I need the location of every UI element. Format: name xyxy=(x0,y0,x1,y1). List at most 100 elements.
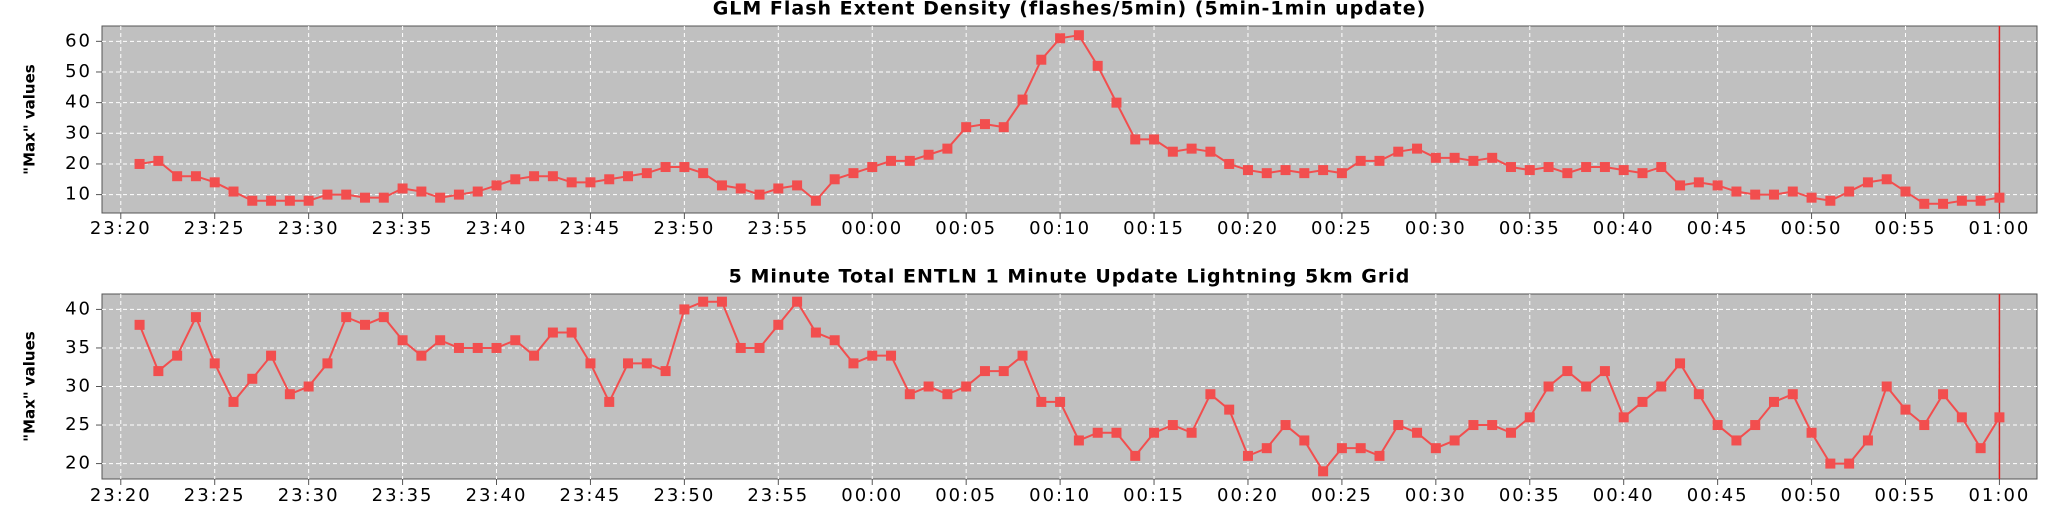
data-point xyxy=(1017,350,1028,361)
data-point xyxy=(1693,389,1704,400)
data-point xyxy=(416,350,427,361)
data-point xyxy=(716,296,727,307)
data-point xyxy=(810,327,821,338)
data-point xyxy=(1562,366,1573,377)
data-point xyxy=(247,373,258,384)
y-tick-label: 35 xyxy=(65,337,92,358)
x-tick-label: 00:05 xyxy=(935,218,997,239)
data-point xyxy=(1675,180,1686,191)
data-point xyxy=(322,358,333,369)
y-tick-label: 10 xyxy=(65,184,92,205)
data-point xyxy=(1712,180,1723,191)
data-point xyxy=(735,183,746,194)
data-point xyxy=(1261,168,1272,179)
data-point xyxy=(1750,420,1761,431)
data-point xyxy=(867,162,878,173)
data-point xyxy=(472,342,483,353)
x-tick-label: 00:20 xyxy=(1217,218,1279,239)
data-point xyxy=(1430,443,1441,454)
data-point xyxy=(1355,155,1366,166)
x-tick-label: 00:40 xyxy=(1593,485,1655,506)
data-point xyxy=(1430,152,1441,163)
data-point xyxy=(1318,165,1329,176)
data-point xyxy=(886,155,897,166)
data-point xyxy=(1073,30,1084,41)
data-point xyxy=(1505,427,1516,438)
data-point xyxy=(1618,165,1629,176)
data-point xyxy=(1750,189,1761,200)
data-point xyxy=(829,174,840,185)
y-tick-label: 20 xyxy=(65,453,92,474)
data-point xyxy=(773,319,784,330)
data-point xyxy=(1938,389,1949,400)
data-point xyxy=(529,171,540,182)
data-point xyxy=(1637,168,1648,179)
data-point xyxy=(1825,195,1836,206)
data-point xyxy=(1149,427,1160,438)
chart-title: 5 Minute Total ENTLN 1 Minute Update Lig… xyxy=(729,266,1411,288)
data-point xyxy=(134,158,145,169)
data-line xyxy=(138,299,2001,474)
data-point xyxy=(1449,435,1460,446)
data-point xyxy=(641,358,652,369)
data-point xyxy=(1242,165,1253,176)
data-point xyxy=(1468,420,1479,431)
data-point xyxy=(566,327,577,338)
y-tick-label: 30 xyxy=(65,376,92,397)
data-point xyxy=(1787,389,1798,400)
chart-title: GLM Flash Extent Density (flashes/5min) … xyxy=(713,0,1427,20)
data-point xyxy=(341,312,352,323)
data-point xyxy=(284,195,295,206)
data-point xyxy=(1693,177,1704,188)
data-point xyxy=(585,358,596,369)
data-point xyxy=(1393,146,1404,157)
x-tick-label: 00:20 xyxy=(1217,485,1279,506)
data-point xyxy=(641,168,652,179)
data-point xyxy=(1806,192,1817,203)
data-point xyxy=(735,342,746,353)
data-point xyxy=(1224,158,1235,169)
data-point xyxy=(510,335,521,346)
y-tick-label: 25 xyxy=(65,414,92,435)
data-point xyxy=(1186,427,1197,438)
data-point xyxy=(228,186,239,197)
data-point xyxy=(1205,146,1216,157)
data-point xyxy=(773,183,784,194)
data-point xyxy=(1919,420,1930,431)
data-point xyxy=(435,335,446,346)
data-point xyxy=(1374,450,1385,461)
data-point xyxy=(904,389,915,400)
x-tick-label: 00:55 xyxy=(1875,218,1937,239)
data-point xyxy=(961,122,972,133)
data-point xyxy=(660,162,671,173)
data-point xyxy=(810,195,821,206)
y-tick-label: 40 xyxy=(65,92,92,113)
data-point xyxy=(942,389,953,400)
data-point xyxy=(1149,134,1160,145)
data-point xyxy=(1731,435,1742,446)
x-tick-label: 23:35 xyxy=(372,218,434,239)
data-point xyxy=(453,342,464,353)
data-point xyxy=(1299,168,1310,179)
data-point xyxy=(228,396,239,407)
x-tick-label: 00:45 xyxy=(1687,218,1749,239)
data-point xyxy=(397,183,408,194)
data-point xyxy=(754,342,765,353)
data-point xyxy=(604,396,615,407)
x-tick-label: 00:40 xyxy=(1593,218,1655,239)
data-point xyxy=(209,358,220,369)
x-tick-label: 23:30 xyxy=(278,485,340,506)
data-point xyxy=(209,177,220,188)
x-tick-label: 23:35 xyxy=(372,485,434,506)
data-point xyxy=(491,180,502,191)
x-tick-label: 00:05 xyxy=(935,485,997,506)
data-point xyxy=(1731,186,1742,197)
data-point xyxy=(303,381,314,392)
data-point xyxy=(303,195,314,206)
data-point xyxy=(1994,412,2005,423)
data-point xyxy=(1919,198,1930,209)
data-point xyxy=(266,195,277,206)
data-point xyxy=(716,180,727,191)
x-tick-label: 00:30 xyxy=(1405,218,1467,239)
data-point xyxy=(1768,189,1779,200)
